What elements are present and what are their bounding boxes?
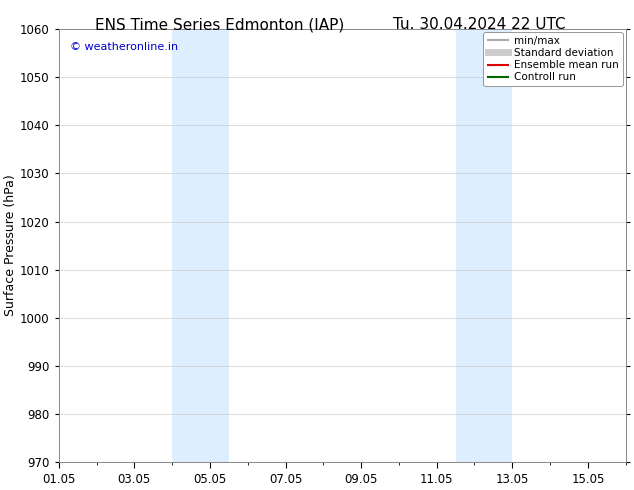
Y-axis label: Surface Pressure (hPa): Surface Pressure (hPa) [4, 175, 17, 317]
Bar [172, 29, 229, 463]
Legend: min/max, Standard deviation, Ensemble mean run, Controll run: min/max, Standard deviation, Ensemble me… [483, 32, 623, 86]
Text: © weatheronline.in: © weatheronline.in [70, 42, 178, 52]
Text: Tu. 30.04.2024 22 UTC: Tu. 30.04.2024 22 UTC [393, 17, 566, 32]
Text: ENS Time Series Edmonton (IAP): ENS Time Series Edmonton (IAP) [95, 17, 344, 32]
Bar [456, 29, 512, 463]
